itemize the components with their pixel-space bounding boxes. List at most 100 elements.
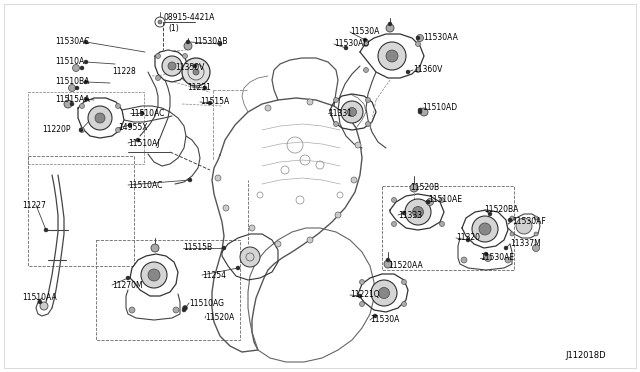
Circle shape <box>488 212 492 216</box>
Text: 11350V: 11350V <box>175 62 204 71</box>
Circle shape <box>79 128 84 132</box>
Circle shape <box>461 257 467 263</box>
Circle shape <box>136 138 140 142</box>
Text: 11510AC: 11510AC <box>128 180 163 189</box>
Text: 11510BA: 11510BA <box>55 77 90 87</box>
Circle shape <box>156 54 161 58</box>
Text: 11520BA: 11520BA <box>484 205 518 215</box>
Text: 11333: 11333 <box>398 211 422 219</box>
Circle shape <box>333 97 339 103</box>
Text: 11337M: 11337M <box>510 240 541 248</box>
Circle shape <box>80 66 84 70</box>
Circle shape <box>148 269 160 281</box>
Circle shape <box>44 228 48 232</box>
Text: 11530AD: 11530AD <box>334 39 369 48</box>
Circle shape <box>88 106 112 130</box>
Circle shape <box>68 84 76 92</box>
Circle shape <box>275 241 281 247</box>
Circle shape <box>365 122 371 126</box>
Circle shape <box>420 108 428 116</box>
Circle shape <box>84 80 88 84</box>
Circle shape <box>307 237 313 243</box>
Text: 11360V: 11360V <box>413 65 442 74</box>
Text: J112018D: J112018D <box>565 350 605 359</box>
Circle shape <box>307 99 313 105</box>
Circle shape <box>358 294 362 298</box>
Circle shape <box>418 108 422 112</box>
Circle shape <box>510 232 514 236</box>
Circle shape <box>392 198 397 202</box>
Circle shape <box>466 238 470 242</box>
Text: 11530AA: 11530AA <box>423 33 458 42</box>
Circle shape <box>416 36 420 40</box>
Circle shape <box>126 276 130 280</box>
Circle shape <box>373 314 377 318</box>
Circle shape <box>162 56 182 76</box>
Circle shape <box>405 199 431 225</box>
Text: 11530A: 11530A <box>370 315 399 324</box>
Circle shape <box>182 76 188 80</box>
Text: 11530AE: 11530AE <box>480 253 514 263</box>
Circle shape <box>355 142 361 148</box>
Bar <box>96 240 240 340</box>
Circle shape <box>128 123 132 127</box>
Circle shape <box>344 46 348 50</box>
Circle shape <box>333 122 339 126</box>
Circle shape <box>410 184 418 192</box>
Circle shape <box>203 86 207 90</box>
Text: 11510AG: 11510AG <box>189 298 224 308</box>
Circle shape <box>64 100 72 108</box>
Circle shape <box>401 279 406 285</box>
Circle shape <box>84 60 88 64</box>
Text: 11530AF: 11530AF <box>512 218 546 227</box>
Text: 11227: 11227 <box>22 201 46 209</box>
Text: 14955X: 14955X <box>118 124 147 132</box>
Circle shape <box>188 178 192 182</box>
Circle shape <box>360 301 365 307</box>
Circle shape <box>371 280 397 306</box>
Circle shape <box>151 244 159 252</box>
Circle shape <box>504 246 508 250</box>
Circle shape <box>418 110 422 114</box>
Circle shape <box>363 38 367 42</box>
Circle shape <box>182 308 186 312</box>
Circle shape <box>173 307 179 313</box>
Circle shape <box>401 301 406 307</box>
Text: 11231: 11231 <box>187 83 211 92</box>
Circle shape <box>426 200 430 204</box>
Circle shape <box>415 42 420 46</box>
Circle shape <box>440 221 445 227</box>
Text: 11510A: 11510A <box>55 58 84 67</box>
Circle shape <box>505 257 511 263</box>
Circle shape <box>484 252 488 256</box>
Circle shape <box>406 70 410 74</box>
Text: 11515A: 11515A <box>200 97 229 106</box>
Circle shape <box>508 218 512 222</box>
Text: 11515AA: 11515AA <box>55 94 90 103</box>
Circle shape <box>115 128 120 132</box>
Circle shape <box>215 175 221 181</box>
Circle shape <box>384 260 392 268</box>
Circle shape <box>158 20 162 24</box>
Circle shape <box>351 177 357 183</box>
Circle shape <box>484 254 492 262</box>
Text: 11510AC: 11510AC <box>130 109 164 118</box>
Text: 11520A: 11520A <box>205 314 234 323</box>
Circle shape <box>532 244 540 251</box>
Circle shape <box>208 101 212 105</box>
Circle shape <box>347 109 353 115</box>
Circle shape <box>335 212 341 218</box>
Text: 11221Q: 11221Q <box>350 291 380 299</box>
Circle shape <box>168 62 176 70</box>
Text: 11331: 11331 <box>328 109 352 118</box>
Circle shape <box>360 279 365 285</box>
Text: 11520AA: 11520AA <box>388 260 423 269</box>
Circle shape <box>223 205 229 211</box>
Circle shape <box>348 108 356 116</box>
Circle shape <box>182 54 188 58</box>
Circle shape <box>510 216 514 220</box>
Text: 11254: 11254 <box>202 270 226 279</box>
Circle shape <box>184 42 192 50</box>
Text: 11530AB: 11530AB <box>193 38 227 46</box>
Text: 11228: 11228 <box>112 67 136 77</box>
